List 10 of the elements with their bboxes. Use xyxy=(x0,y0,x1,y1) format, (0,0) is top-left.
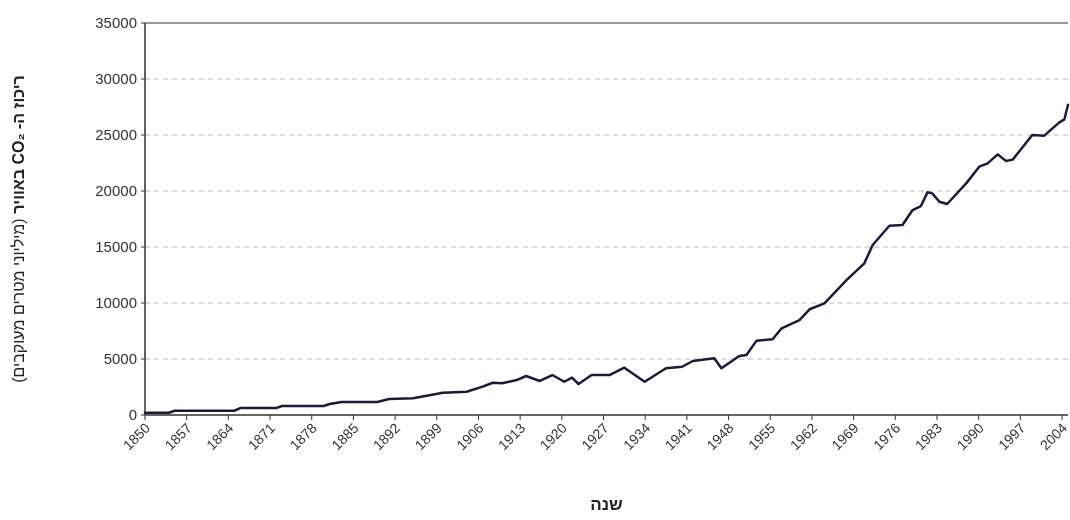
y-tick-label: 15000 xyxy=(95,238,137,255)
y-tick-label: 30000 xyxy=(95,70,137,87)
y-tick-label: 0 xyxy=(128,406,137,423)
y-axis-title: ריכוז ה- CO₂ באוויר (מיליוני מטרים מעוקבים) xyxy=(10,75,27,383)
y-tick-label: 5000 xyxy=(103,350,137,367)
y-tick-label: 10000 xyxy=(95,294,137,311)
y-tick-label: 25000 xyxy=(95,126,137,143)
y-tick-label: 35000 xyxy=(95,14,137,31)
x-axis-title: שנה xyxy=(590,495,624,514)
y-tick-label: 20000 xyxy=(95,182,137,199)
